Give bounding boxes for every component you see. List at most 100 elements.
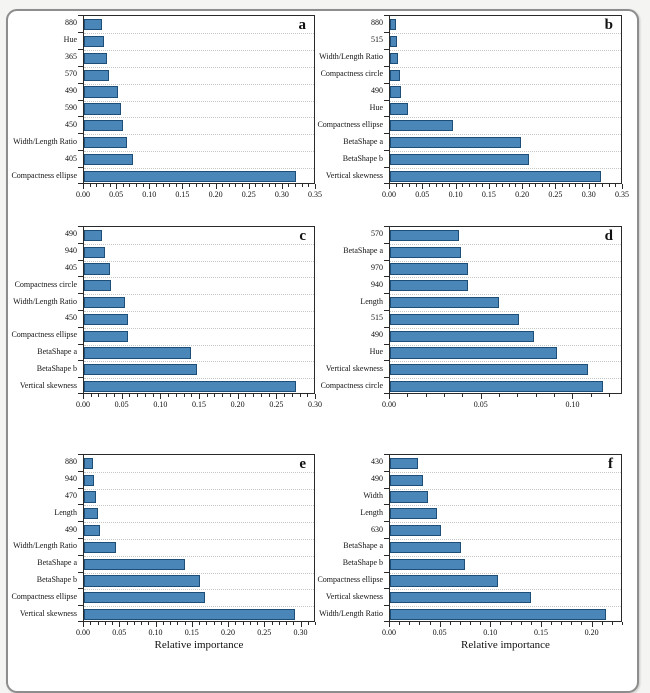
x-axis-minor-tick bbox=[142, 184, 144, 187]
x-tick-label: 0.30 bbox=[308, 400, 322, 409]
x-axis-minor-tick bbox=[482, 184, 484, 187]
y-axis-tick bbox=[78, 48, 83, 50]
x-axis-minor-tick bbox=[286, 622, 287, 625]
category-label: 940 bbox=[371, 279, 383, 289]
plot-area bbox=[389, 454, 622, 622]
x-axis-minor-tick bbox=[168, 394, 170, 397]
x-tick-label: 0.20 bbox=[208, 190, 223, 199]
y-axis-tick bbox=[78, 521, 83, 523]
bar bbox=[390, 558, 466, 570]
figure-card: 880 Hue 365 570 490 590 450 Width/Length Ratio 4… bbox=[6, 9, 639, 693]
x-tick-label: 0.25 bbox=[257, 628, 272, 637]
x-tick-label: 0.00 bbox=[382, 400, 396, 409]
x-axis-major-tick bbox=[160, 394, 162, 399]
category-label: 490 bbox=[65, 86, 77, 96]
bar bbox=[84, 474, 95, 486]
y-axis-tick bbox=[384, 504, 389, 506]
x-tick-label: 0.20 bbox=[221, 628, 235, 637]
y-axis-tick bbox=[384, 183, 389, 184]
bar bbox=[84, 313, 128, 325]
x-tick-label: 0.10 bbox=[448, 190, 463, 199]
bar bbox=[84, 525, 100, 537]
category-label: Width/Length Ratio bbox=[13, 136, 77, 146]
x-axis-minor-tick bbox=[109, 184, 111, 187]
category-label: Width/Length Ratio bbox=[319, 608, 383, 618]
bar bbox=[84, 35, 104, 47]
x-axis-minor-tick bbox=[96, 184, 98, 187]
x-axis-minor-tick bbox=[183, 394, 185, 397]
category-label: Compactness ellipse bbox=[11, 591, 77, 601]
gridline bbox=[390, 294, 621, 296]
bar bbox=[84, 491, 97, 503]
x-tick-label: 0.10 bbox=[483, 628, 498, 637]
y-axis-tick bbox=[78, 377, 83, 379]
category-label: 515 bbox=[371, 313, 383, 323]
plot-area bbox=[83, 454, 315, 622]
x-tick-label: 0.15 bbox=[184, 628, 199, 637]
x-axis-major-tick bbox=[182, 184, 184, 189]
category-label: Width/Length Ratio bbox=[13, 541, 77, 551]
x-tick-label: 0.30 bbox=[581, 190, 596, 199]
bar bbox=[390, 491, 429, 503]
category-label: Length bbox=[360, 296, 383, 306]
y-axis-tick bbox=[78, 343, 83, 345]
category-label: Compactness ellipse bbox=[11, 170, 77, 180]
y-axis-tick bbox=[384, 393, 389, 394]
y-axis-tick bbox=[384, 571, 389, 573]
category-label: 490 bbox=[371, 330, 383, 340]
x-axis-major-tick bbox=[276, 394, 278, 399]
gridline bbox=[390, 100, 621, 102]
x-tick-label: 0.05 bbox=[432, 628, 447, 637]
bar bbox=[390, 313, 520, 325]
gridline bbox=[84, 100, 314, 102]
category-label: Compactness circle bbox=[320, 380, 383, 390]
category-label: Hue bbox=[369, 102, 383, 112]
gridline bbox=[84, 243, 314, 245]
x-axis-major-tick bbox=[281, 184, 283, 189]
x-axis-minor-tick bbox=[409, 622, 411, 625]
x-tick-label: 0.15 bbox=[175, 190, 190, 199]
gridline bbox=[390, 606, 621, 608]
panel-letter: c bbox=[299, 228, 306, 244]
chart-panel-b: 880 515 Width/Length Ratio Compactness circ… bbox=[317, 15, 629, 199]
x-tick-label: 0.05 bbox=[112, 628, 127, 637]
y-axis-tick bbox=[78, 326, 83, 328]
x-axis-minor-tick bbox=[249, 622, 251, 625]
y-axis-tick bbox=[78, 487, 83, 489]
x-tick-label: 0.15 bbox=[481, 190, 496, 199]
x-axis-major-tick bbox=[522, 184, 524, 189]
x-axis-minor-tick bbox=[528, 184, 530, 187]
x-axis-minor-tick bbox=[278, 622, 280, 625]
gridline bbox=[84, 505, 314, 507]
bar bbox=[84, 457, 93, 469]
category-label: BetaShape b bbox=[342, 558, 383, 568]
bar bbox=[390, 52, 398, 64]
category-label: 880 bbox=[65, 457, 77, 467]
x-axis-major-tick bbox=[480, 394, 482, 399]
category-label: Compactness ellipse bbox=[11, 330, 77, 340]
x-axis-minor-tick bbox=[261, 184, 263, 187]
bar bbox=[84, 330, 129, 342]
x-axis-minor-tick bbox=[152, 394, 154, 397]
bar bbox=[390, 120, 453, 132]
x-tick-label: 0.30 bbox=[274, 190, 289, 199]
y-axis-tick bbox=[78, 242, 83, 244]
x-axis-major-tick bbox=[119, 622, 121, 627]
x-axis-minor-tick bbox=[129, 184, 131, 187]
x-axis-minor-tick bbox=[137, 394, 139, 397]
panel-letter: d bbox=[604, 228, 613, 244]
x-tick-label: 0.25 bbox=[548, 190, 563, 199]
category-label: BetaShape a bbox=[343, 246, 383, 256]
bar bbox=[390, 154, 530, 166]
x-axis-minor-tick bbox=[425, 394, 427, 397]
x-axis-minor-tick bbox=[199, 622, 200, 625]
gridline bbox=[390, 572, 621, 574]
gridline bbox=[84, 606, 314, 608]
chart-panel-f: 430 490 Width Length 630 BetaShape a BetaShape… bbox=[317, 454, 623, 651]
x-axis-minor-tick bbox=[609, 394, 611, 397]
bar bbox=[84, 69, 109, 81]
x-axis-minor-tick bbox=[175, 184, 177, 187]
x-axis-minor-tick bbox=[189, 184, 191, 187]
y-axis-tick bbox=[384, 377, 389, 379]
y-axis-tick bbox=[78, 293, 83, 295]
